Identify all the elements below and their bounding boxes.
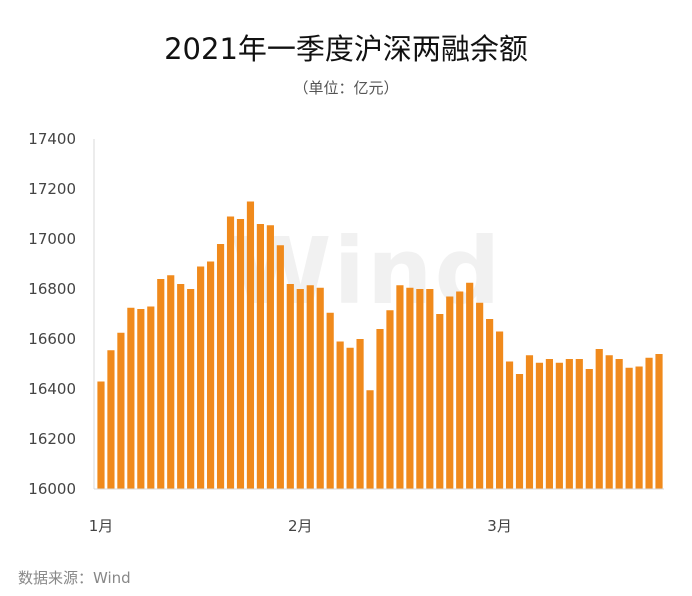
bar	[486, 319, 494, 489]
bar	[635, 366, 643, 489]
bar	[615, 359, 623, 489]
bar	[456, 291, 464, 489]
bar	[575, 359, 583, 489]
y-tick-label: 16200	[28, 430, 76, 448]
bar	[386, 310, 394, 489]
bar	[256, 224, 264, 489]
bar	[406, 287, 414, 489]
bar	[466, 282, 474, 489]
bar	[515, 374, 524, 489]
bar	[346, 347, 354, 489]
bar	[137, 309, 145, 489]
x-tick-label: 1月	[89, 517, 114, 535]
bar	[436, 314, 444, 489]
bar	[605, 355, 613, 489]
bar	[446, 296, 454, 489]
bar	[157, 279, 165, 489]
chart-subtitle: （单位：亿元）	[293, 79, 399, 97]
bar	[366, 390, 374, 489]
bar	[107, 350, 115, 489]
y-tick-label: 16000	[28, 480, 76, 498]
bar	[226, 216, 235, 489]
y-tick-label: 17400	[28, 130, 76, 148]
bar	[565, 359, 573, 489]
bar	[177, 284, 185, 489]
bar	[505, 361, 514, 489]
bar	[167, 275, 175, 489]
bar	[426, 289, 434, 489]
bar	[97, 381, 105, 489]
bar	[525, 355, 534, 489]
bar	[376, 329, 384, 489]
bar	[246, 201, 255, 489]
y-tick-label: 17200	[28, 180, 76, 198]
bar	[655, 354, 663, 489]
y-tick-label: 17000	[28, 230, 76, 248]
bar	[197, 266, 205, 489]
bar	[207, 261, 215, 489]
y-tick-label: 16600	[28, 330, 76, 348]
bar	[545, 359, 553, 489]
x-tick-label: 3月	[487, 517, 512, 535]
bar	[356, 339, 364, 489]
bar	[495, 331, 504, 489]
bar	[585, 369, 593, 489]
bar	[236, 219, 245, 489]
bar	[147, 306, 155, 489]
x-tick-label: 2月	[288, 517, 313, 535]
bar	[326, 312, 334, 489]
bar	[187, 289, 195, 489]
bar	[595, 349, 603, 489]
bar	[416, 289, 424, 489]
bar	[316, 287, 324, 489]
data-source-note: 数据来源：Wind	[18, 569, 131, 587]
bar	[535, 362, 544, 489]
bar	[336, 341, 344, 489]
bar	[276, 245, 284, 489]
bar	[117, 332, 125, 489]
y-tick-label: 16400	[28, 380, 76, 398]
chart-title: 2021年一季度沪深两融余额	[164, 32, 528, 66]
bar	[625, 367, 633, 489]
bar	[306, 285, 314, 489]
y-tick-label: 16800	[28, 280, 76, 298]
bar	[266, 225, 274, 489]
wind-watermark: Wind	[230, 218, 503, 325]
bar	[296, 289, 304, 489]
bar	[396, 285, 404, 489]
bar	[476, 302, 484, 489]
bar	[555, 362, 563, 489]
bar	[286, 284, 294, 489]
bar	[216, 244, 225, 489]
bar	[127, 307, 135, 489]
bar	[645, 357, 653, 489]
